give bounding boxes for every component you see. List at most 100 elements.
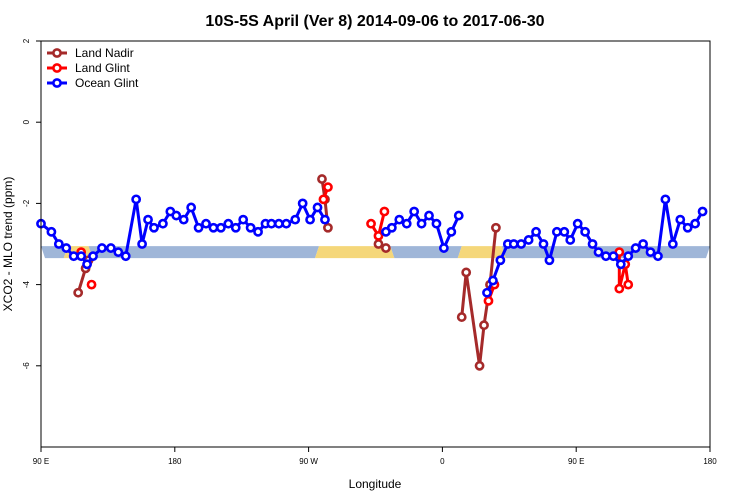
data-point-land-glint <box>373 230 384 241</box>
data-point-ocean-glint <box>508 239 519 249</box>
data-point-ocean-glint <box>675 214 686 225</box>
data-point-ocean-glint <box>158 218 168 229</box>
data-point-land-nadir <box>474 360 485 371</box>
data-point-ocean-glint <box>193 222 204 233</box>
data-point-ocean-glint <box>238 214 249 225</box>
data-point-ocean-glint <box>201 218 211 229</box>
data-point-ocean-glint <box>488 275 498 286</box>
x-tick-label: 90 E <box>568 457 584 466</box>
data-point-ocean-glint <box>82 259 92 270</box>
data-point-ocean-glint <box>131 194 142 205</box>
data-point-land-nadir <box>317 174 327 184</box>
band-segment-ocean <box>390 246 462 259</box>
data-point-ocean-glint <box>171 210 182 221</box>
x-tick-label: 90 E <box>33 457 49 466</box>
data-point-ocean-glint <box>266 218 277 229</box>
data-point-land-glint <box>366 218 376 229</box>
data-point-ocean-glint <box>690 218 701 229</box>
data-point-land-glint <box>483 295 494 306</box>
y-tick-label: -4 <box>22 280 31 288</box>
data-point-ocean-glint <box>223 218 234 229</box>
data-point-ocean-glint <box>320 214 330 225</box>
data-point-land-glint <box>318 194 329 205</box>
y-tick-label: -2 <box>22 199 31 207</box>
data-point-ocean-glint <box>523 235 534 245</box>
data-point-ocean-glint <box>105 243 116 253</box>
data-point-ocean-glint <box>253 226 263 237</box>
data-point-land-nadir <box>381 243 391 253</box>
data-point-ocean-glint <box>608 251 619 262</box>
chart-title: 10S-5S April (Ver 8) 2014-09-06 to 2017-… <box>205 13 544 30</box>
data-point-ocean-glint <box>667 239 678 249</box>
data-point-ocean-glint <box>660 194 671 205</box>
data-point-land-glint <box>323 182 333 193</box>
legend-marker-land-glint <box>52 63 62 73</box>
data-point-ocean-glint <box>446 226 457 237</box>
data-point-land-nadir <box>461 267 472 278</box>
data-point-ocean-glint <box>68 251 79 262</box>
data-point-ocean-glint <box>312 202 323 213</box>
data-point-ocean-glint <box>245 222 256 233</box>
data-point-ocean-glint <box>495 255 506 266</box>
x-tick-label: 180 <box>168 457 182 466</box>
data-point-ocean-glint <box>394 214 405 225</box>
data-point-land-nadir <box>73 287 84 298</box>
data-point-ocean-glint <box>630 243 641 253</box>
y-axis-label: XCO2 - MLO trend (ppm) <box>1 177 15 312</box>
data-point-ocean-glint <box>46 226 57 237</box>
data-point-ocean-glint <box>682 222 693 233</box>
series-line-land-nadir <box>460 227 498 368</box>
data-point-ocean-glint <box>88 251 98 262</box>
data-point-land-nadir <box>456 312 467 322</box>
data-point-ocean-glint <box>482 287 492 298</box>
band-segment-ocean <box>41 246 68 259</box>
series-layer <box>36 174 708 371</box>
data-point-ocean-glint <box>208 222 219 233</box>
data-point-ocean-glint <box>544 255 555 266</box>
data-point-ocean-glint <box>431 218 442 229</box>
data-point-land-nadir <box>491 222 501 233</box>
data-point-ocean-glint <box>580 226 591 237</box>
data-point-ocean-glint <box>120 251 131 262</box>
data-point-ocean-glint <box>305 214 315 225</box>
data-point-ocean-glint <box>587 239 598 249</box>
data-point-ocean-glint <box>97 243 107 253</box>
data-point-ocean-glint <box>143 214 153 225</box>
data-point-ocean-glint <box>559 226 570 237</box>
data-point-ocean-glint <box>438 243 449 253</box>
data-point-ocean-glint <box>565 235 576 245</box>
band-segment-land <box>315 246 395 259</box>
data-point-ocean-glint <box>297 198 308 209</box>
x-tick-label: 180 <box>703 457 717 466</box>
y-tick-label: -6 <box>22 362 31 370</box>
legend-label-land-glint: Land Glint <box>75 61 130 75</box>
x-axis: 90 E 180 90 W 0 90 E 180 <box>33 447 717 466</box>
data-point-ocean-glint <box>424 210 434 221</box>
data-point-ocean-glint <box>76 251 87 262</box>
data-point-land-glint <box>379 206 390 217</box>
data-point-land-glint <box>614 283 625 294</box>
x-axis-label: Longitude <box>349 477 402 491</box>
data-point-ocean-glint <box>409 206 420 217</box>
data-point-ocean-glint <box>615 259 626 270</box>
data-point-ocean-glint <box>61 243 72 253</box>
data-point-ocean-glint <box>137 239 147 249</box>
data-point-ocean-glint <box>416 218 427 229</box>
data-point-ocean-glint <box>551 226 562 237</box>
data-point-ocean-glint <box>601 251 611 262</box>
legend-label-ocean-glint: Ocean Glint <box>75 76 139 90</box>
data-point-ocean-glint <box>653 251 663 262</box>
data-point-ocean-glint <box>290 214 301 225</box>
data-point-ocean-glint <box>178 214 189 225</box>
data-point-ocean-glint <box>645 247 656 258</box>
data-point-ocean-glint <box>516 239 527 249</box>
data-point-ocean-glint <box>638 239 648 249</box>
y-axis: 2 0 -2 -4 -6 <box>22 38 41 369</box>
x-tick-label: 90 W <box>299 457 318 466</box>
data-point-ocean-glint <box>273 218 284 229</box>
data-point-ocean-glint <box>281 218 292 229</box>
band-segment-ocean <box>88 246 320 259</box>
data-point-ocean-glint <box>186 202 197 213</box>
